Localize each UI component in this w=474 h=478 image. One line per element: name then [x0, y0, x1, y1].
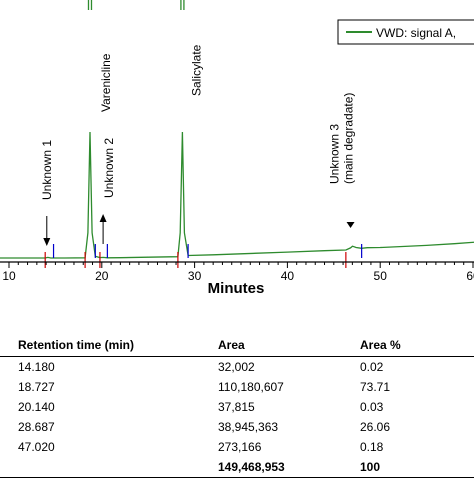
- x-tick-label: 40: [281, 269, 295, 283]
- cell-total-area: 149,468,953: [218, 460, 285, 474]
- peak-label-varenicline: Varenicline: [99, 53, 113, 112]
- cell-area: 37,815: [218, 400, 255, 414]
- cell-retention-time: 20.140: [18, 400, 55, 414]
- table-row: 47.020 273,166 0.18: [0, 437, 474, 457]
- header-retention-time: Retention time (min): [18, 338, 134, 352]
- table-row: 18.727 110,180,607 73.71: [0, 377, 474, 397]
- x-tick-label: 60: [466, 269, 474, 283]
- peak-label-unknown-1: Unknown 1: [40, 140, 54, 200]
- cell-area-percent: 0.03: [360, 400, 384, 414]
- header-area-percent: Area %: [360, 338, 401, 352]
- x-tick-label: 30: [188, 269, 202, 283]
- cell-retention-time: 28.687: [18, 420, 55, 434]
- peak-label-unknown-2: Unknown 2: [102, 138, 116, 198]
- cell-area: 32,002: [218, 360, 255, 374]
- x-tick-label: 50: [374, 269, 388, 283]
- arrow-head-unknown-1: [43, 238, 51, 246]
- table-header-row: Retention time (min) Area Area %: [0, 334, 474, 357]
- cell-area: 110,180,607: [218, 380, 284, 394]
- x-axis-title: Minutes: [208, 280, 265, 297]
- peak-label-unknown-3: Unknown 3: [328, 124, 342, 184]
- cell-area-percent: 0.02: [360, 360, 384, 374]
- cell-area: 38,945,363: [218, 420, 279, 434]
- table-row: 20.140 37,815 0.03: [0, 397, 474, 417]
- cell-area-percent: 0.18: [360, 440, 384, 454]
- arrow-head-unknown-2: [99, 214, 107, 222]
- header-area: Area: [218, 338, 245, 352]
- legend: VWD: signal A,: [337, 19, 474, 45]
- results-table: Retention time (min) Area Area % 14.180 …: [0, 334, 474, 478]
- cell-area: 273,166: [218, 440, 262, 454]
- cell-total-area-percent: 100: [360, 460, 381, 474]
- peak-label-salicylate: Salicylate: [189, 44, 203, 96]
- x-tick-label: 20: [95, 269, 109, 283]
- peak-label-main-degradate: (main degradate): [342, 93, 356, 184]
- chromatogram-chart: 10 20 30 40 50 60 Unknown 1 Varenicline Unknown…: [0, 0, 474, 297]
- cell-area-percent: 26.06: [360, 420, 391, 434]
- table-row: 28.687 38,945,363 26.06: [0, 417, 474, 437]
- marker-unknown-3: [346, 222, 355, 228]
- signal-trace: [0, 131, 474, 259]
- table-total-row: 149,468,953 100: [0, 457, 474, 478]
- cell-retention-time: 14.180: [18, 360, 55, 374]
- cell-retention-time: 47.020: [18, 440, 55, 454]
- legend-label: VWD: signal A,: [376, 26, 456, 40]
- table-row: 14.180 32,002 0.02: [0, 357, 474, 378]
- x-tick-label: 10: [2, 269, 16, 283]
- cell-total-label: [0, 457, 218, 478]
- cell-area-percent: 73.71: [360, 380, 391, 394]
- cell-retention-time: 18.727: [18, 380, 55, 394]
